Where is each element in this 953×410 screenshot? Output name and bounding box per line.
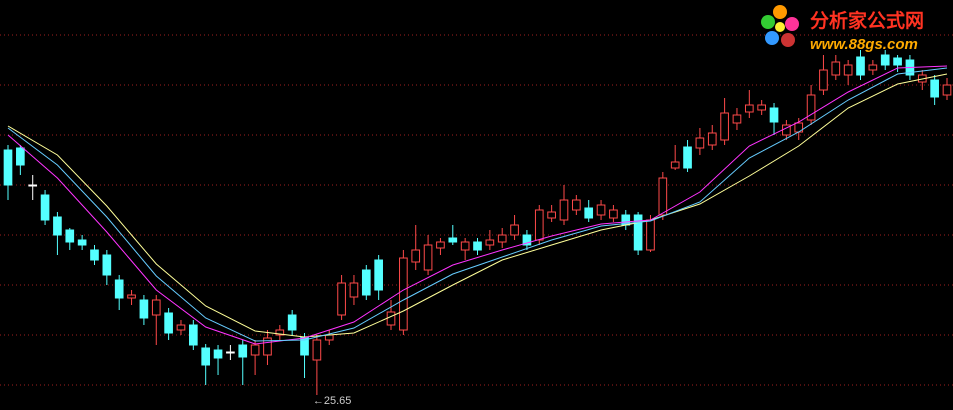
- candle-body: [213, 349, 223, 359]
- candle-body: [485, 239, 495, 246]
- candle-body: [670, 161, 680, 169]
- candle-body: [707, 132, 717, 146]
- candle-body: [114, 279, 124, 299]
- candle-body: [769, 107, 779, 123]
- candle-body: [287, 314, 297, 331]
- moving-average-line: [7, 73, 948, 338]
- candle-body: [337, 282, 346, 316]
- candle-body: [584, 207, 594, 219]
- candle-body: [176, 324, 186, 331]
- candle-body: [312, 339, 322, 361]
- candle-body: [127, 294, 136, 299]
- plot: ←25.65: [0, 34, 953, 407]
- candle-body: [559, 199, 569, 221]
- candle-body: [806, 94, 816, 121]
- candle-body: [843, 64, 853, 76]
- candle-body: [77, 239, 87, 246]
- candle-body: [40, 194, 50, 221]
- candle-body: [436, 241, 445, 249]
- candle-body: [596, 204, 606, 216]
- candle-body: [102, 254, 112, 276]
- candle-body: [646, 219, 655, 251]
- candle-body: [151, 299, 161, 316]
- candle-body: [238, 344, 248, 358]
- candle-body: [572, 199, 581, 211]
- candle-body: [633, 214, 643, 251]
- candle-body: [510, 224, 519, 236]
- candle-body: [263, 337, 272, 356]
- candle-body: [201, 347, 211, 366]
- candle-body: [460, 241, 470, 251]
- logo-icon: [761, 5, 799, 47]
- moving-average-line: [7, 65, 948, 345]
- candle-body: [856, 56, 865, 76]
- candle-body: [90, 249, 99, 261]
- low-annotation: ←25.65: [313, 395, 352, 407]
- candle-body: [250, 344, 260, 356]
- candle-body: [744, 104, 754, 113]
- candle-body: [695, 137, 705, 149]
- logo-name: 分析家公式网: [810, 9, 924, 32]
- candle-body: [497, 234, 507, 243]
- candle-body: [930, 79, 939, 98]
- candle-body: [473, 241, 482, 251]
- candle-body: [386, 311, 396, 326]
- candle-body: [868, 64, 878, 71]
- candle-body: [942, 84, 952, 96]
- candle-body: [411, 249, 421, 263]
- candle-body: [880, 54, 890, 66]
- candle-body: [819, 69, 828, 91]
- candle-body: [732, 114, 742, 124]
- candle-body: [720, 112, 729, 141]
- candle-body: [139, 299, 149, 319]
- candle-body: [448, 237, 458, 243]
- candle-body: [349, 282, 359, 298]
- candle-body: [374, 259, 383, 291]
- candle-body: [16, 147, 25, 166]
- candle-body: [534, 209, 544, 241]
- candle-body: [164, 312, 173, 334]
- candle-body: [361, 269, 371, 296]
- candle-body: [226, 351, 235, 354]
- candle-body: [522, 234, 532, 246]
- candle-body: [893, 57, 902, 66]
- candle-body: [658, 177, 668, 216]
- candle-body: [399, 257, 408, 331]
- logo-url: www.88gs.com: [810, 36, 918, 53]
- logo: 分析家公式网 www.88gs.com: [761, 5, 924, 53]
- candle-body: [28, 184, 38, 187]
- candle-body: [188, 324, 198, 346]
- candle-body: [53, 216, 62, 236]
- candle-body: [65, 229, 75, 243]
- candle-body: [609, 209, 618, 219]
- candle-body: [275, 329, 285, 336]
- candle-body: [324, 334, 334, 341]
- candle-body: [423, 244, 433, 271]
- candle-body: [683, 146, 692, 169]
- moving-average-line: [7, 67, 948, 342]
- candle-body: [757, 104, 767, 111]
- candle-body: [831, 61, 841, 76]
- candle-body: [3, 149, 13, 186]
- candle-body: [547, 211, 556, 219]
